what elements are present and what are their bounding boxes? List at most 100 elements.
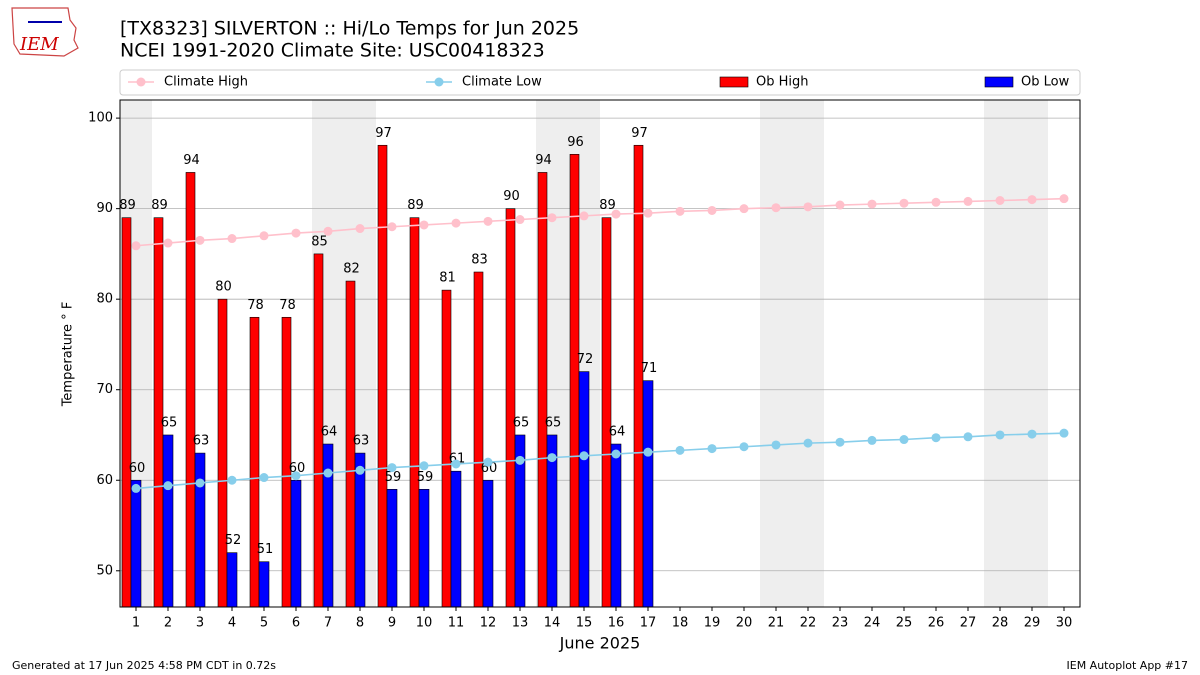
bar (569, 154, 580, 608)
bar (482, 479, 494, 608)
point (515, 215, 525, 225)
bar (450, 470, 462, 608)
point (131, 483, 141, 493)
x-tick-label: 13 (512, 616, 529, 631)
chart-title: [TX8323] SILVERTON :: Hi/Lo Temps for Ju… (120, 18, 579, 40)
logo-outline (11, 7, 79, 57)
y-tick-label: 70 (96, 382, 113, 397)
x-axis-label: June 2025 (559, 634, 641, 653)
data-label: 80 (215, 280, 232, 295)
bar (258, 561, 270, 608)
point (451, 218, 461, 228)
weekend-shade (760, 100, 792, 607)
point (707, 444, 717, 454)
x-tick-label: 20 (736, 616, 753, 631)
point (803, 202, 813, 212)
x-tick-label: 5 (260, 616, 268, 631)
legend-label: Climate High (164, 75, 248, 90)
bar (505, 208, 516, 608)
legend-marker (434, 77, 444, 87)
data-label: 51 (257, 542, 274, 557)
point (355, 224, 365, 234)
data-label: 97 (631, 126, 648, 141)
bar (418, 489, 430, 608)
point (259, 231, 269, 241)
point (1059, 194, 1069, 204)
point (739, 442, 749, 452)
legend-label: Ob High (756, 75, 809, 90)
point (227, 475, 237, 485)
point (963, 432, 973, 442)
y-axis-label: Temperature ° F (61, 302, 76, 408)
bar (290, 479, 302, 608)
weekend-shade (1016, 100, 1048, 607)
point (483, 457, 493, 467)
legend-label: Ob Low (1021, 75, 1070, 90)
y-tick-label: 50 (96, 563, 113, 578)
bar (185, 172, 196, 608)
bar (537, 172, 548, 608)
data-label: 60 (289, 461, 306, 476)
point (195, 478, 205, 488)
data-label: 52 (225, 533, 242, 548)
x-tick-label: 23 (832, 616, 849, 631)
point (803, 438, 813, 448)
point (995, 430, 1005, 440)
weekend-shade (792, 100, 824, 607)
point (835, 437, 845, 447)
data-label: 65 (513, 415, 530, 430)
point (771, 440, 781, 450)
x-tick-label: 28 (992, 616, 1009, 631)
bar (642, 380, 654, 608)
point (1059, 428, 1069, 438)
point (675, 445, 685, 455)
x-tick-label: 14 (544, 616, 561, 631)
point (899, 198, 909, 208)
bar (121, 217, 132, 608)
data-label: 96 (567, 135, 584, 150)
bar (130, 479, 142, 608)
bar (441, 289, 452, 608)
data-label: 90 (503, 189, 520, 204)
x-tick-label: 1 (132, 616, 140, 631)
data-label: 89 (407, 198, 424, 213)
logo-text: IEM (19, 34, 59, 55)
y-tick-label: 100 (88, 111, 113, 126)
data-label: 63 (353, 434, 370, 449)
x-tick-label: 22 (800, 616, 817, 631)
line (135, 197, 1065, 247)
point (1027, 195, 1037, 205)
x-tick-label: 9 (388, 616, 396, 631)
point (867, 199, 877, 209)
x-tick-label: 25 (896, 616, 913, 631)
point (963, 196, 973, 206)
x-tick-label: 26 (928, 616, 945, 631)
data-label: 94 (183, 153, 200, 168)
point (387, 222, 397, 232)
point (643, 447, 653, 457)
bar (162, 434, 174, 608)
x-tick-label: 6 (292, 616, 300, 631)
legend-marker (136, 77, 146, 87)
data-label: 89 (599, 198, 616, 213)
bar (249, 316, 260, 608)
point (131, 241, 141, 251)
legend-label: Climate Low (462, 75, 542, 90)
data-label: 78 (279, 298, 296, 313)
legend-swatch (719, 76, 749, 88)
point (579, 451, 589, 461)
data-label: 82 (343, 262, 360, 277)
point (611, 209, 621, 219)
point (739, 204, 749, 214)
data-label: 89 (151, 198, 168, 213)
bar (354, 452, 366, 608)
point (707, 205, 717, 215)
x-tick-label: 27 (960, 616, 977, 631)
data-label: 60 (129, 461, 146, 476)
x-tick-label: 2 (164, 616, 172, 631)
legend-swatch (984, 76, 1014, 88)
x-tick-label: 3 (196, 616, 204, 631)
point (643, 208, 653, 218)
point (355, 465, 365, 475)
bar (578, 371, 590, 608)
